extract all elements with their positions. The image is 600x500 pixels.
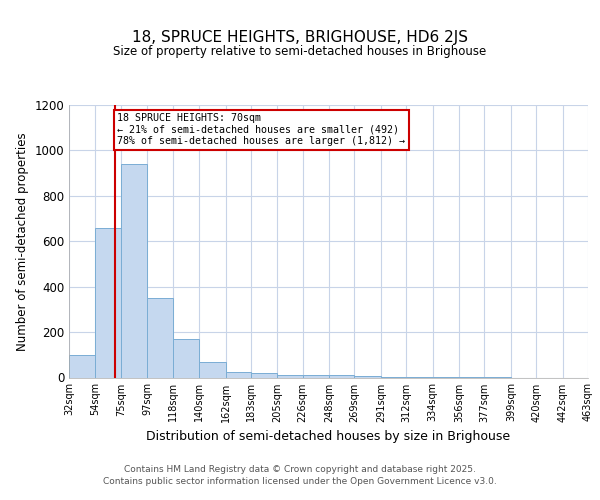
Bar bbox=[173, 339, 199, 378]
Bar bbox=[121, 164, 147, 378]
Bar bbox=[433, 377, 459, 378]
Y-axis label: Number of semi-detached properties: Number of semi-detached properties bbox=[16, 132, 29, 350]
Bar bbox=[95, 228, 121, 378]
Bar bbox=[277, 374, 302, 378]
Text: Size of property relative to semi-detached houses in Brighouse: Size of property relative to semi-detach… bbox=[113, 46, 487, 59]
Bar bbox=[147, 298, 173, 378]
Text: 18 SPRUCE HEIGHTS: 70sqm
← 21% of semi-detached houses are smaller (492)
78% of : 18 SPRUCE HEIGHTS: 70sqm ← 21% of semi-d… bbox=[117, 113, 405, 146]
Bar bbox=[406, 377, 433, 378]
Text: Contains public sector information licensed under the Open Government Licence v3: Contains public sector information licen… bbox=[103, 476, 497, 486]
Text: 18, SPRUCE HEIGHTS, BRIGHOUSE, HD6 2JS: 18, SPRUCE HEIGHTS, BRIGHOUSE, HD6 2JS bbox=[132, 30, 468, 45]
Bar bbox=[69, 355, 95, 378]
X-axis label: Distribution of semi-detached houses by size in Brighouse: Distribution of semi-detached houses by … bbox=[146, 430, 511, 443]
Bar bbox=[381, 377, 406, 378]
Bar bbox=[355, 376, 381, 378]
Bar bbox=[329, 374, 355, 378]
Bar bbox=[199, 362, 226, 378]
Bar bbox=[251, 373, 277, 378]
Bar bbox=[226, 372, 251, 378]
Text: Contains HM Land Registry data © Crown copyright and database right 2025.: Contains HM Land Registry data © Crown c… bbox=[124, 466, 476, 474]
Bar bbox=[302, 374, 329, 378]
